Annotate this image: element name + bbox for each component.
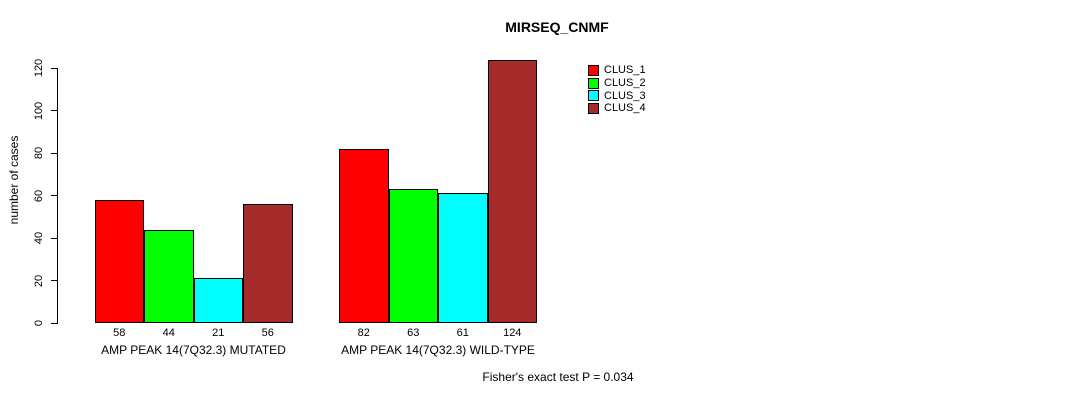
bar-clus_3-group2 <box>438 193 488 323</box>
bar-value-label: 58 <box>113 327 126 339</box>
y-axis-label: number of cases <box>7 135 21 225</box>
chart-title: MIRSEQ_CNMF <box>505 19 609 35</box>
legend-label: CLUS_3 <box>604 89 646 102</box>
y-tick-label: 60 <box>33 189 45 202</box>
bar-value-label: 63 <box>407 327 420 339</box>
legend-swatch-clus_1 <box>588 64 599 76</box>
bar-clus_4-group1 <box>243 204 293 323</box>
x-group-label-1: AMP PEAK 14(7Q32.3) MUTATED <box>101 343 286 357</box>
y-axis-line <box>57 68 58 324</box>
y-tick-label: 0 <box>33 319 45 327</box>
bar-value-label: 56 <box>261 327 274 339</box>
bar-clus_2-group1 <box>144 229 194 323</box>
legend: CLUS_1 CLUS_2 CLUS_3 CLUS_4 <box>588 64 646 115</box>
y-tick <box>51 280 58 281</box>
legend-label: CLUS_2 <box>604 77 646 90</box>
y-tick-label: 20 <box>33 274 45 287</box>
y-tick-label: 120 <box>33 58 45 78</box>
bar-value-label: 61 <box>456 327 469 339</box>
y-tick <box>51 237 58 239</box>
y-tick <box>51 152 58 154</box>
annotation-text: Fisher's exact test P = 0.034 <box>482 370 634 384</box>
legend-item-clus_4: CLUS_4 <box>588 102 646 115</box>
y-tick <box>51 110 58 111</box>
bar-clus_1-group2 <box>339 148 389 323</box>
y-tick <box>51 195 58 196</box>
bar-clus_4-group2 <box>487 59 537 323</box>
y-tick-label: 80 <box>33 146 45 160</box>
bar-value-label: 21 <box>212 327 225 339</box>
legend-item-clus_2: CLUS_2 <box>588 77 646 90</box>
y-tick <box>51 67 58 69</box>
legend-swatch-clus_2 <box>588 77 599 89</box>
bar-clus_3-group1 <box>193 278 243 323</box>
legend-label: CLUS_4 <box>604 102 646 115</box>
bar-value-label: 124 <box>503 327 522 339</box>
y-tick-label: 40 <box>33 231 45 245</box>
legend-label: CLUS_1 <box>604 64 646 77</box>
bar-clus_2-group2 <box>388 189 438 323</box>
bar-value-label: 44 <box>162 327 175 339</box>
bar-value-label: 82 <box>357 327 370 339</box>
legend-swatch-clus_4 <box>588 102 599 114</box>
y-tick-label: 100 <box>33 101 45 120</box>
legend-item-clus_1: CLUS_1 <box>588 64 646 77</box>
bar-clus_1-group1 <box>94 199 144 323</box>
legend-swatch-clus_3 <box>588 90 599 102</box>
x-group-label-2: AMP PEAK 14(7Q32.3) WILD-TYPE <box>341 343 535 357</box>
legend-item-clus_3: CLUS_3 <box>588 89 646 102</box>
y-tick <box>51 322 58 324</box>
